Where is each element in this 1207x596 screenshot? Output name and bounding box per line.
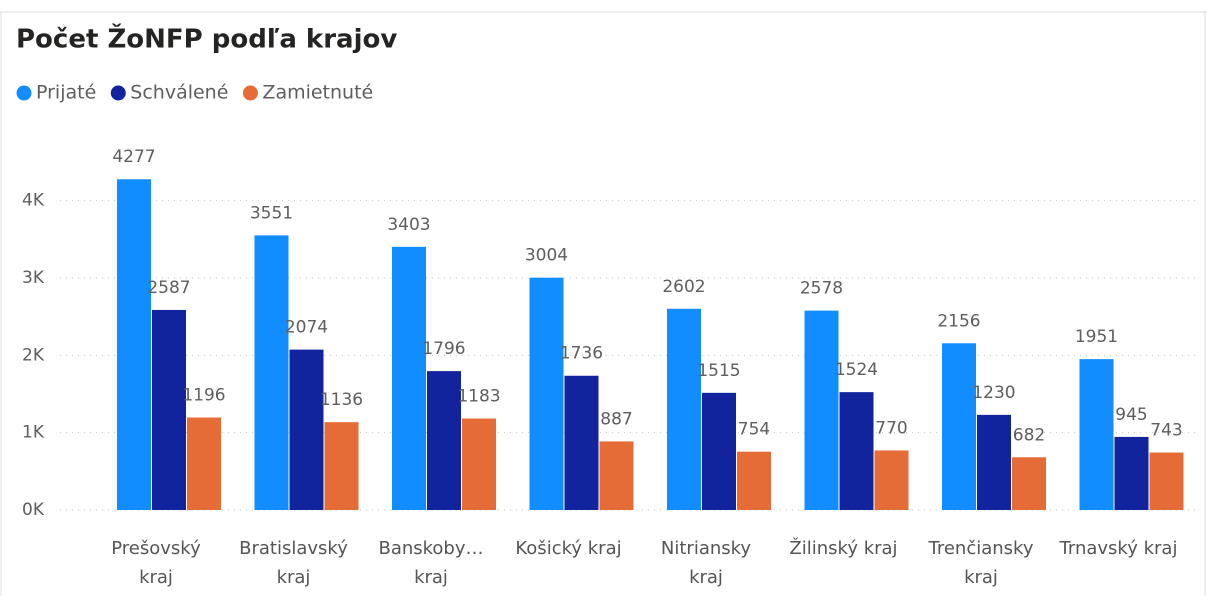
data-label: 4277 (112, 147, 155, 167)
data-label: 1796 (422, 339, 465, 359)
data-label: 945 (1115, 405, 1147, 425)
y-tick-label: 0K (22, 500, 45, 520)
legend-label: Schválené (130, 82, 228, 104)
y-tick-label: 1K (22, 423, 45, 443)
data-label: 1230 (972, 383, 1015, 403)
bar (152, 309, 186, 510)
data-label: 2578 (800, 279, 843, 299)
x-tick-label: Prešovský kraj (111, 538, 201, 588)
data-label: 1515 (697, 361, 740, 381)
x-tick-label: Košický kraj (515, 538, 622, 559)
data-label: 1196 (182, 386, 225, 406)
bar (1012, 457, 1046, 510)
y-tick-label: 3K (22, 268, 45, 288)
data-label: 1183 (457, 387, 500, 407)
legend-label: Zamietnuté (262, 82, 373, 104)
legend-marker (110, 85, 126, 101)
bar (254, 235, 289, 510)
x-tick-label: Banskoby… kraj (378, 538, 484, 588)
legend-label: Prijaté (36, 82, 96, 104)
bar (804, 310, 839, 510)
bar (324, 422, 359, 510)
bar (737, 451, 771, 510)
bar (667, 308, 701, 510)
x-tick-label: Bratislavský kraj (239, 538, 348, 588)
data-label: 743 (1150, 421, 1182, 441)
bar (289, 349, 324, 510)
data-label: 2156 (937, 311, 980, 331)
bar (529, 277, 564, 510)
x-tick-label: Nitriansky kraj (660, 538, 752, 588)
x-tick-label: Trnavský kraj (1059, 538, 1178, 559)
x-tick-label: Trenčiansky kraj (928, 538, 1034, 588)
data-label: 3551 (250, 203, 293, 223)
chart-title: Počet ŽoNFP podľa krajov (16, 23, 397, 55)
data-label: 770 (875, 418, 907, 438)
data-label: 2074 (285, 318, 328, 338)
data-label: 1136 (320, 390, 363, 410)
data-label: 682 (1013, 425, 1045, 445)
bar (977, 414, 1011, 510)
data-label: 754 (738, 420, 770, 440)
data-label: 2587 (147, 278, 190, 298)
data-label: 3004 (525, 246, 568, 266)
data-label: 1524 (835, 360, 878, 380)
data-label: 2602 (662, 277, 705, 297)
bar (599, 441, 634, 510)
bar (1149, 452, 1184, 510)
data-label: 3403 (387, 215, 430, 235)
bar (564, 375, 599, 510)
bar (117, 179, 151, 510)
bar (1114, 436, 1149, 510)
bar (392, 246, 426, 511)
bar (702, 392, 736, 510)
bar (874, 450, 909, 510)
bar (1079, 359, 1114, 510)
data-label: 1736 (560, 344, 603, 364)
bar (427, 371, 461, 510)
x-tick-label: Žilinský kraj (789, 538, 898, 559)
bar (187, 417, 221, 510)
data-label: 1951 (1075, 327, 1118, 347)
bar (839, 392, 874, 510)
data-label: 887 (600, 409, 632, 429)
legend-marker (242, 85, 258, 101)
y-tick-label: 2K (22, 345, 45, 365)
bar (942, 343, 976, 510)
legend-marker (16, 85, 32, 101)
y-tick-label: 4K (22, 191, 45, 211)
bar (462, 418, 496, 510)
